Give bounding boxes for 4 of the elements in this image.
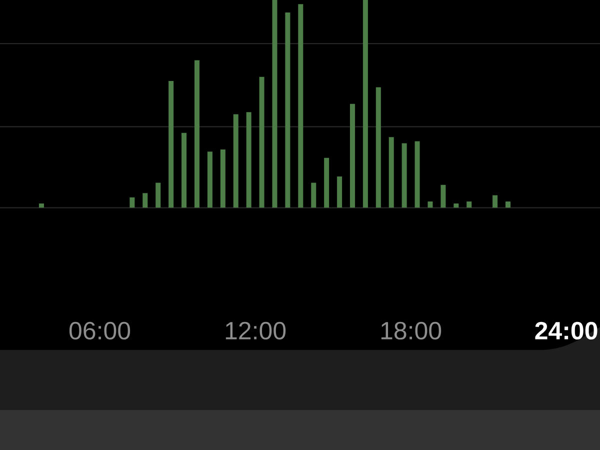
x-tick-label: 18:00: [381, 322, 442, 340]
x-tick-label: 24:00: [535, 322, 598, 340]
x-tick-label: 06:00: [69, 322, 130, 340]
x-tick-label: 12:00: [226, 322, 286, 340]
